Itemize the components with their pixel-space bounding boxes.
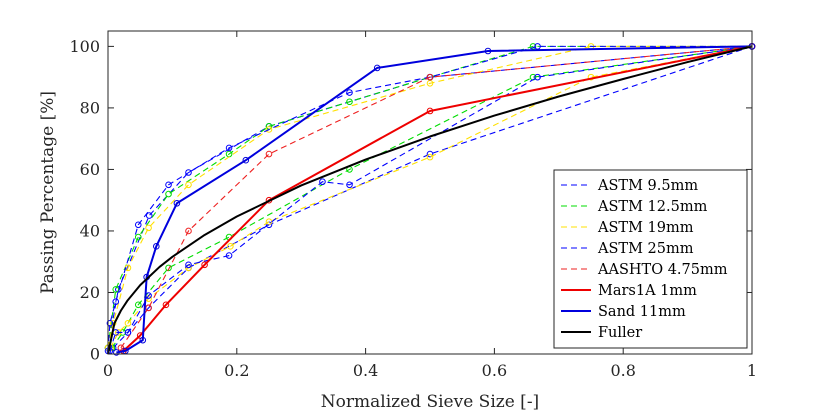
data-point-astm-12-5mm <box>346 98 353 106</box>
data-point-astm-12-5mm <box>165 190 172 198</box>
data-point-astm-25mm <box>346 89 353 96</box>
legend-label: ASTM 12.5mm <box>597 199 708 215</box>
series-line-astm-19mm <box>110 45 753 349</box>
data-point-astm-25mm <box>165 181 172 189</box>
y-tick-label: 60 <box>80 160 100 179</box>
y-tick-label: 80 <box>80 98 100 117</box>
data-point-astm-9-5mm <box>115 286 122 293</box>
data-point-astm-19mm <box>426 80 434 87</box>
data-point-astm-25mm <box>346 181 353 189</box>
data-point-aashto-4-75mm <box>185 227 192 235</box>
data-point-astm-9-5mm <box>145 212 153 219</box>
data-point-astm-12-5mm <box>134 301 142 309</box>
data-point-sand-11mm <box>153 243 160 250</box>
data-point-astm-12-5mm <box>112 286 120 293</box>
series-line-sand-11mm <box>116 45 753 354</box>
x-tick-label: 0.6 <box>482 361 507 380</box>
data-point-astm-25mm <box>185 261 192 269</box>
data-point-astm-25mm <box>124 329 132 336</box>
plot-frame <box>107 30 753 355</box>
y-tick-label: 0 <box>90 345 100 364</box>
data-point-astm-19mm <box>185 181 192 189</box>
data-point-astm-25mm <box>534 73 541 81</box>
legend: ASTM 9.5mm ASTM 12.5mm ASTM 19mm ASTM 25mm A… <box>553 169 748 349</box>
data-point-aashto-4-75mm <box>145 304 152 312</box>
series-line-astm-19mm <box>107 45 752 348</box>
legend-label: ASTM 19mm <box>597 220 694 236</box>
data-point-mars1a-1mm <box>426 107 434 115</box>
data-point-sand-11mm <box>373 64 381 72</box>
legend-label: Fuller <box>598 325 642 341</box>
data-point-astm-19mm <box>145 224 152 232</box>
data-point-sand-11mm <box>242 156 250 164</box>
data-point-astm-25mm <box>225 252 233 259</box>
data-point-mars1a-1mm <box>201 261 208 269</box>
data-point-sand-11mm <box>113 349 120 356</box>
legend-label: AASHTO 4.75mm <box>597 262 728 278</box>
data-point-mars1a-1mm <box>162 301 170 309</box>
legend-box <box>553 169 748 349</box>
data-point-astm-25mm <box>134 221 142 229</box>
series-group <box>104 43 756 356</box>
data-point-astm-9-5mm <box>426 150 434 158</box>
data-point-astm-12-5mm <box>165 264 172 272</box>
series-line-mars1a-1mm <box>122 45 753 352</box>
series-line-astm-12-5mm <box>107 45 752 348</box>
legend-label: ASTM 9.5mm <box>597 178 698 194</box>
x-axis-title: Normalized Sieve Size [-] <box>321 392 539 412</box>
axes: 0 0.2 0.4 0.6 0.8 1 0 20 40 60 80 100 <box>69 30 757 380</box>
legend-label: ASTM 25mm <box>597 241 694 257</box>
data-point-astm-19mm <box>124 319 132 327</box>
x-tick-label: 0.8 <box>610 361 635 380</box>
x-tick-label: 1 <box>747 361 757 380</box>
x-tick-label: 0 <box>103 361 113 380</box>
series-line-astm-25mm <box>107 45 752 351</box>
legend-label: Mars1A 1mm <box>598 283 697 299</box>
data-point-astm-25mm <box>112 298 120 306</box>
x-tick-label: 0.2 <box>224 361 249 380</box>
data-point-astm-19mm <box>265 126 273 133</box>
series-line-astm-12-5mm <box>111 45 753 349</box>
series-line-fuller <box>107 45 753 355</box>
data-point-astm-19mm <box>227 243 234 250</box>
y-axis-title: Passing Percentage [%] <box>38 91 58 294</box>
y-tick-label: 100 <box>69 37 100 56</box>
data-point-sand-11mm <box>139 336 147 344</box>
legend-label: Sand 11mm <box>598 304 686 320</box>
data-point-astm-25mm <box>319 178 326 186</box>
data-point-astm-9-5mm <box>185 169 192 176</box>
x-tick-label: 0.4 <box>353 361 378 380</box>
data-point-aashto-4-75mm <box>426 73 434 81</box>
data-point-sand-11mm <box>173 199 181 207</box>
data-point-aashto-4-75mm <box>265 150 273 158</box>
data-point-astm-12-5mm <box>134 233 142 241</box>
y-tick-label: 20 <box>80 283 100 302</box>
data-point-astm-25mm <box>225 144 233 152</box>
data-point-sand-11mm <box>484 47 492 55</box>
y-tick-label: 40 <box>80 221 100 240</box>
data-point-astm-25mm <box>106 319 114 327</box>
plot-area <box>104 43 756 356</box>
data-point-astm-19mm <box>426 153 434 161</box>
